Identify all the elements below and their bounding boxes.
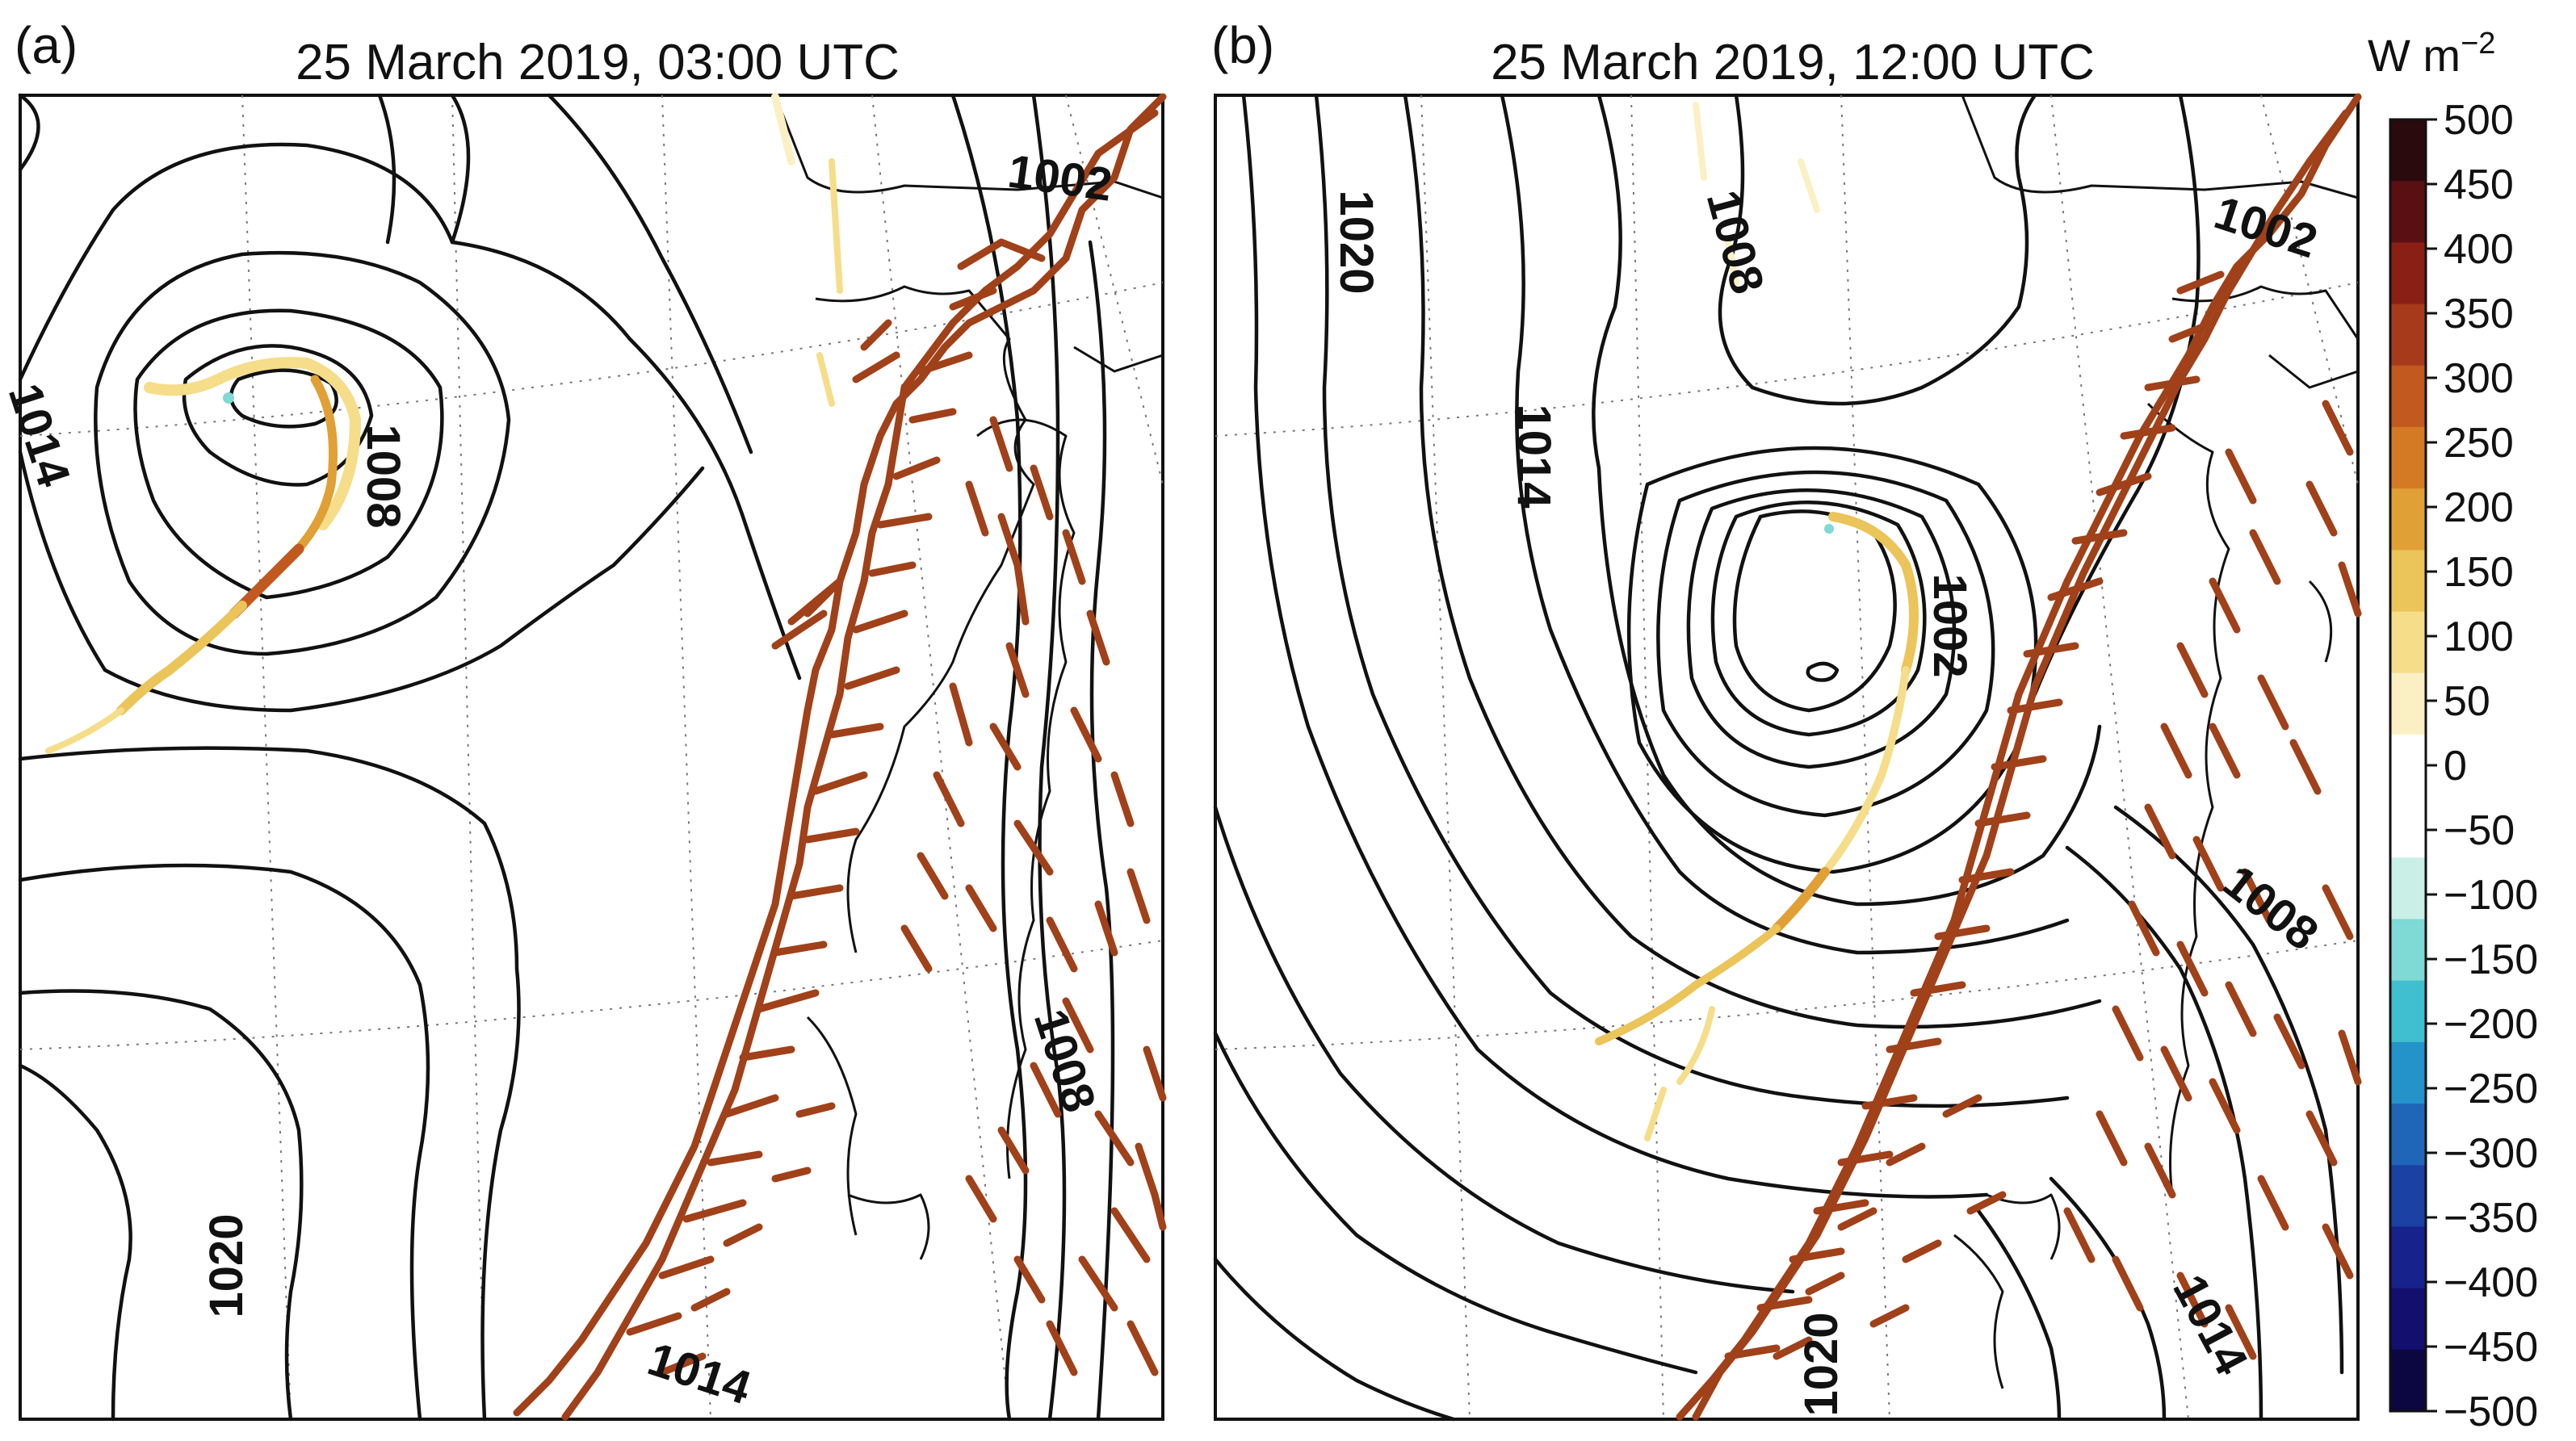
- panel-a-label: (a): [15, 16, 78, 74]
- colorbar-tick-label: 300: [2444, 355, 2514, 402]
- panel-b-isobar-label: 1002: [1924, 573, 1976, 677]
- panel-a-isobar-label: 1008: [357, 424, 409, 528]
- panel-b-map-frame: [1214, 94, 2360, 1421]
- colorbar-tick-label: −200: [2444, 1001, 2538, 1048]
- colorbar-tick-label: 200: [2444, 484, 2514, 531]
- colorbar-tick-label: −500: [2444, 1389, 2538, 1435]
- colorbar-swatch: [2390, 734, 2426, 797]
- colorbar-tick-label: 350: [2444, 291, 2514, 337]
- panel-a-coastline: [774, 94, 1164, 1260]
- colorbar-swatch: [2390, 426, 2426, 489]
- panel-b-graticule: [1215, 94, 2359, 1420]
- panel-a-isobar-label: 1020: [200, 1213, 253, 1317]
- colorbar-swatches: [2390, 119, 2426, 1412]
- colorbar-swatch: [2390, 181, 2426, 243]
- colorbar-swatch: [2390, 980, 2426, 1043]
- panel-b-isobar-label: 1014: [1508, 404, 1560, 508]
- colorbar-tick-label: 50: [2444, 678, 2490, 725]
- colorbar-tick-label: −300: [2444, 1130, 2538, 1177]
- panel-a-map-frame: [19, 94, 1164, 1421]
- colorbar-swatch: [2390, 1165, 2426, 1228]
- panel-b-isobars: [1213, 93, 2344, 1422]
- colorbar-tick-label: −150: [2444, 936, 2538, 983]
- panel-b-isobar-label: 1020: [1330, 190, 1382, 294]
- colorbar-swatch: [2390, 1226, 2426, 1289]
- panel-b: (b) 25 March 2019, 12:00 UTC: [1211, 16, 2362, 1422]
- colorbar-tick-label: −400: [2444, 1259, 2538, 1306]
- colorbar-swatch: [2390, 242, 2426, 305]
- panel-a: (a) 25 March 2019, 03:00 UTC: [0, 16, 1167, 1422]
- colorbar-tick-label: −100: [2444, 872, 2538, 919]
- panel-b-label: (b): [1211, 16, 1274, 74]
- colorbar-tick-label: 150: [2444, 549, 2514, 596]
- colorbar-tick-label: −450: [2444, 1324, 2538, 1371]
- colorbar-ticks: 500450400350300250200150100500−50−100−15…: [2426, 97, 2538, 1435]
- colorbar-tick-label: 0: [2444, 743, 2467, 790]
- colorbar-tick-label: 450: [2444, 161, 2514, 208]
- colorbar-tick-label: 400: [2444, 226, 2514, 273]
- colorbar-swatch: [2390, 1288, 2426, 1351]
- panel-a-title: 25 March 2019, 03:00 UTC: [296, 35, 900, 90]
- colorbar-swatch: [2390, 550, 2426, 613]
- panel-b-title: 25 March 2019, 12:00 UTC: [1491, 35, 2095, 90]
- panel-a-surface-flux: [45, 93, 843, 754]
- panel-a-graticule: [19, 94, 1164, 1420]
- colorbar-swatch: [2390, 488, 2426, 551]
- colorbar-swatch: [2390, 1349, 2426, 1412]
- colorbar-tick-label: 500: [2444, 97, 2514, 144]
- colorbar: W m−2 500450400350300250200150100500−50−…: [2368, 27, 2538, 1435]
- colorbar-swatch: [2390, 611, 2426, 674]
- colorbar-swatch: [2390, 304, 2426, 367]
- colorbar-unit: W m−2: [2368, 27, 2495, 81]
- panel-b-coastline: [1953, 94, 2360, 1389]
- colorbar-swatch: [2390, 796, 2426, 858]
- colorbar-tick-label: 250: [2444, 420, 2514, 467]
- panel-b-orography: [1676, 93, 2362, 1421]
- colorbar-swatch: [2390, 672, 2426, 735]
- colorbar-tick-label: −250: [2444, 1066, 2538, 1112]
- colorbar-tick-label: −50: [2444, 807, 2515, 854]
- colorbar-swatch: [2390, 1104, 2426, 1166]
- colorbar-swatch: [2390, 365, 2426, 428]
- panel-a-isobars: [18, 93, 1115, 1422]
- panel-a-orography: [513, 93, 1167, 1421]
- colorbar-tick-label: 100: [2444, 614, 2514, 660]
- colorbar-swatch: [2390, 119, 2426, 182]
- panel-b-isobar-label: 1020: [1795, 1312, 1848, 1416]
- colorbar-tick-label: −350: [2444, 1195, 2538, 1242]
- panel-b-surface-flux: [1595, 102, 1919, 1141]
- colorbar-swatch: [2390, 1041, 2426, 1104]
- colorbar-swatch: [2390, 919, 2426, 982]
- colorbar-swatch: [2390, 857, 2426, 920]
